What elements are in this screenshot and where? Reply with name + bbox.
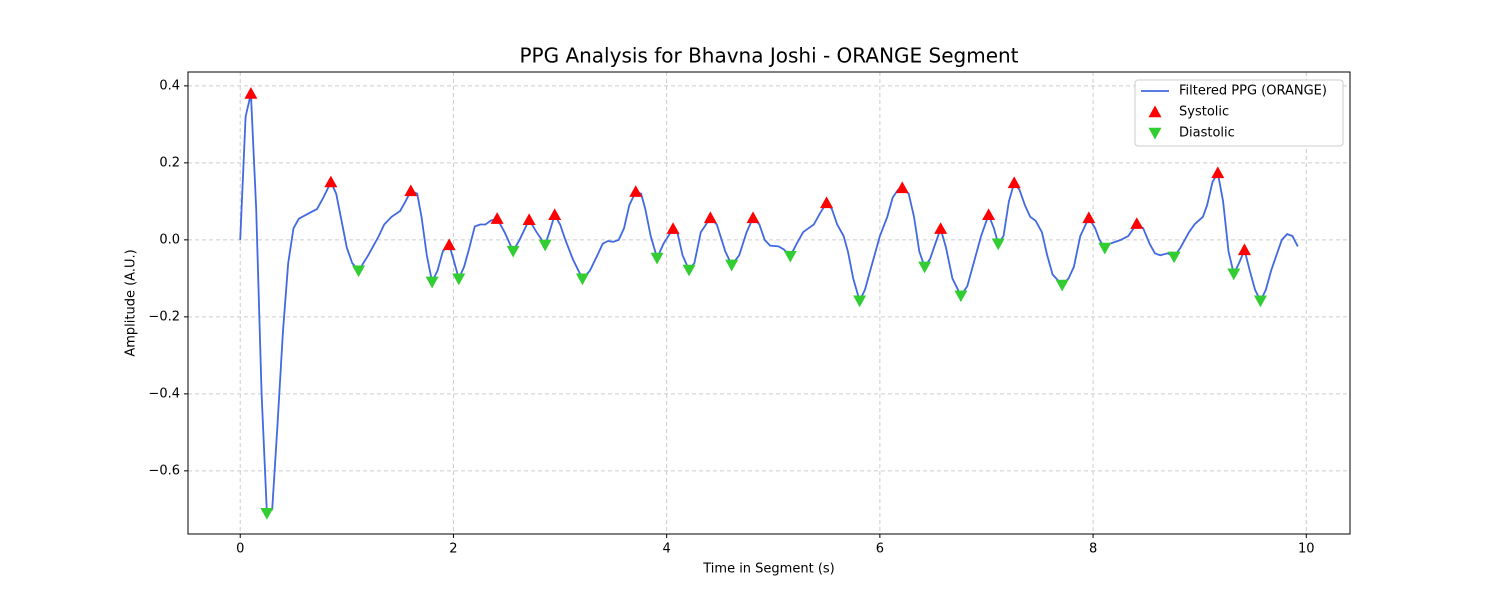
diastolic-marker	[575, 273, 589, 286]
y-tick-label: −0.6	[148, 463, 180, 478]
systolic-marker	[1007, 176, 1021, 189]
legend-label: Filtered PPG (ORANGE)	[1179, 84, 1327, 99]
diastolic-marker	[954, 290, 968, 303]
x-tick-label: 4	[663, 542, 671, 557]
y-tick-label: −0.2	[148, 309, 180, 324]
systolic-marker	[895, 181, 909, 194]
systolic-marker	[1237, 243, 1251, 256]
diastolic-marker	[853, 295, 867, 308]
systolic-marker	[442, 238, 456, 251]
legend-marker	[1148, 127, 1162, 140]
y-tick-label: 0.2	[159, 155, 180, 170]
chart-title: PPG Analysis for Bhavna Joshi - ORANGE S…	[519, 44, 1018, 68]
y-tick-label: −0.4	[148, 386, 180, 401]
systolic-marker	[1211, 166, 1225, 179]
x-tick-label: 2	[449, 542, 457, 557]
diastolic-marker	[783, 250, 797, 263]
x-axis-label: Time in Segment (s)	[702, 562, 834, 577]
diastolic-marker	[506, 245, 520, 258]
y-tick-label: 0.4	[159, 78, 180, 93]
diastolic-marker	[452, 273, 466, 286]
systolic-marker	[490, 212, 504, 224]
diastolic-marker	[425, 276, 439, 289]
diastolic-marker	[538, 239, 552, 252]
systolic-marker	[548, 208, 562, 221]
systolic-marker	[1130, 217, 1144, 229]
plot-frame	[187, 71, 1351, 535]
systolic-marker	[1082, 211, 1096, 224]
diastolic-marker	[260, 508, 274, 520]
x-tick-label: 8	[1089, 542, 1097, 557]
diastolic-marker	[1167, 251, 1181, 264]
diastolic-marker	[682, 264, 696, 277]
legend-marker	[1148, 105, 1162, 118]
legend: Filtered PPG (ORANGE) Systolic Diastolic	[1134, 79, 1344, 147]
diastolic-marker	[918, 261, 932, 274]
systolic-marker	[820, 196, 834, 209]
diastolic-marker	[991, 238, 1005, 251]
systolic-marker	[404, 184, 418, 197]
systolic-marker	[324, 175, 338, 188]
systolic-marker	[746, 211, 760, 224]
ppg-line	[239, 93, 1299, 515]
diastolic-marker	[1055, 279, 1069, 292]
y-tick-label: 0.0	[159, 232, 180, 247]
systolic-marker	[244, 87, 258, 99]
systolic-marker	[629, 185, 643, 197]
y-axis-label: Amplitude (A.U.)	[124, 249, 139, 356]
diastolic-marker	[1227, 268, 1241, 281]
systolic-marker	[982, 208, 996, 221]
diastolic-marker	[352, 265, 366, 278]
legend-label: Systolic	[1179, 105, 1229, 120]
systolic-marker	[934, 222, 948, 234]
systolic-marker	[703, 211, 717, 224]
systolic-marker	[666, 222, 680, 234]
x-tick-label: 0	[236, 542, 244, 557]
diastolic-marker	[1098, 242, 1112, 255]
diastolic-marker	[650, 252, 664, 265]
diastolic-marker	[1253, 295, 1267, 308]
systolic-marker	[522, 213, 536, 226]
x-tick-label: 10	[1298, 542, 1315, 557]
diastolic-marker	[725, 259, 739, 272]
x-tick-label: 6	[876, 542, 884, 557]
legend-label: Diastolic	[1179, 126, 1235, 141]
legend-box	[1134, 79, 1344, 147]
